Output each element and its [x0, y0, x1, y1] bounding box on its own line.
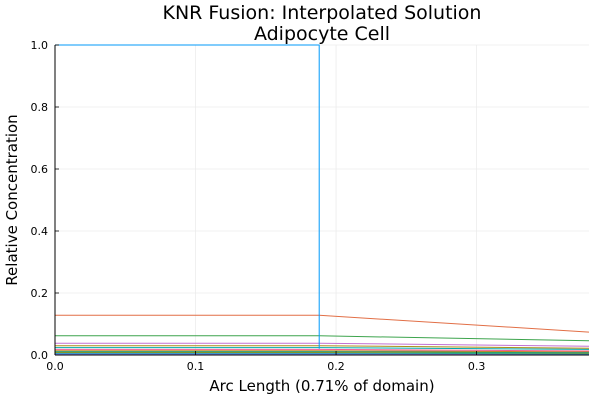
y-tick-label: 0.4 — [31, 225, 49, 238]
y-tick-label: 0.2 — [31, 287, 49, 300]
series-line-8 — [55, 350, 590, 353]
plot-series — [55, 44, 590, 356]
axes — [54, 45, 589, 356]
series-line-1 — [55, 44, 320, 349]
chart-title-line2: Adipocyte Cell — [254, 23, 390, 45]
x-axis-label: Arc Length (0.71% of domain) — [209, 377, 434, 395]
chart-title-line1: KNR Fusion: Interpolated Solution — [163, 2, 482, 24]
series-line-7 — [55, 348, 590, 352]
series-line-11 — [55, 352, 590, 355]
y-tick-label: 0.8 — [31, 101, 49, 114]
series-line-9 — [55, 351, 590, 353]
grid — [55, 44, 589, 355]
x-tick-label: 0.2 — [327, 360, 345, 373]
x-tick-label: 0.1 — [187, 360, 205, 373]
y-axis-label: Relative Concentration — [3, 114, 21, 285]
y-tick-label: 0.0 — [31, 349, 49, 362]
tick-labels: 0.0 0.1 0.2 0.3 0.0 0.2 0.4 0.6 0.8 1.0 — [31, 39, 486, 373]
x-tick-label: 0.0 — [46, 360, 64, 373]
y-tick-label: 1.0 — [31, 39, 49, 52]
x-tick-label: 0.3 — [468, 360, 486, 373]
y-tick-label: 0.6 — [31, 163, 49, 176]
series-line-10 — [55, 352, 590, 354]
